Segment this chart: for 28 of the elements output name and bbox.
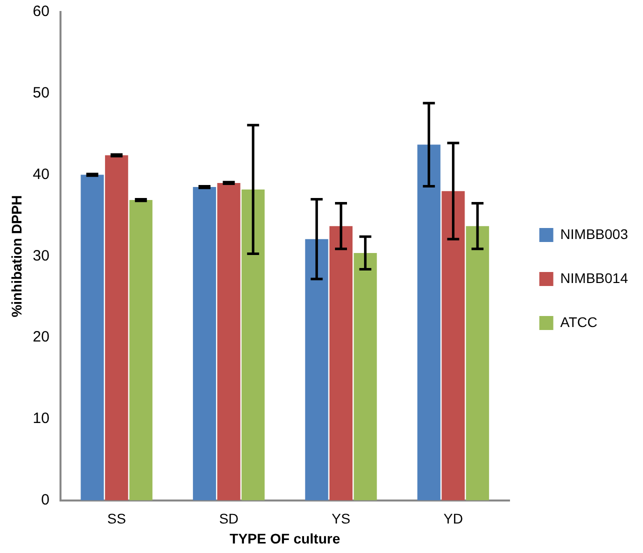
bar [466,226,490,500]
bar [129,200,152,500]
legend-label: NIMBB014 [560,270,628,286]
y-tick-label: 50 [32,84,50,102]
x-tick-label: SD [219,510,239,527]
x-tick-label: YD [443,510,463,527]
bar [105,155,128,500]
y-tick-label: 40 [32,166,50,183]
bar [305,239,328,500]
y-tick-label: 30 [32,247,50,264]
x-tick-label: SS [107,510,126,527]
bar [354,252,377,500]
legend-label: NIMBB003 [560,226,628,242]
bar [242,189,265,500]
bar [329,226,353,500]
y-tick-label: 10 [32,410,50,428]
legend-label: ATCC [560,314,598,330]
x-axis-title: TYPE OF culture [230,530,340,546]
bar [442,191,465,500]
y-tick-label: 60 [32,3,50,20]
bar [217,182,240,500]
bar [192,187,216,500]
bar [80,174,104,500]
x-tick-label: YS [332,510,350,527]
y-tick-label: 0 [41,492,50,509]
y-tick-label: 20 [32,328,50,346]
y-axis-title: %inhibation DPPH [8,195,24,318]
bar [417,144,440,500]
